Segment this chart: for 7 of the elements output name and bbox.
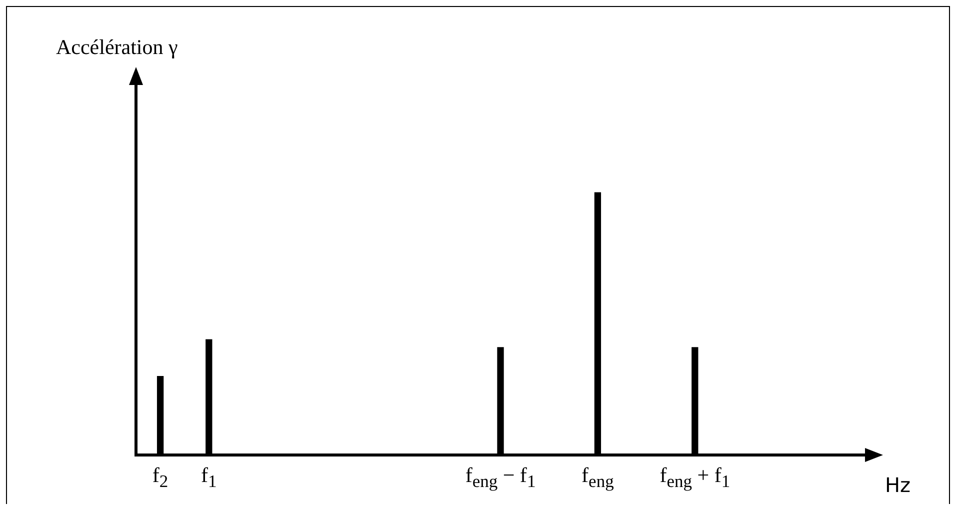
x-axis-title: Hz [885, 473, 911, 497]
x-tick-label: f$_{eng}$ + f$_{1}$ [660, 463, 730, 492]
x-tick-label: f$_{eng}$ [582, 463, 614, 492]
x-tick-label: f$_{1}$ [201, 463, 217, 492]
x-tick-label: f$_{2}$ [152, 463, 168, 492]
text: Accélération γ [56, 35, 178, 60]
x-tick-label: f$_{eng}$ − f$_{1}$ [465, 463, 536, 492]
